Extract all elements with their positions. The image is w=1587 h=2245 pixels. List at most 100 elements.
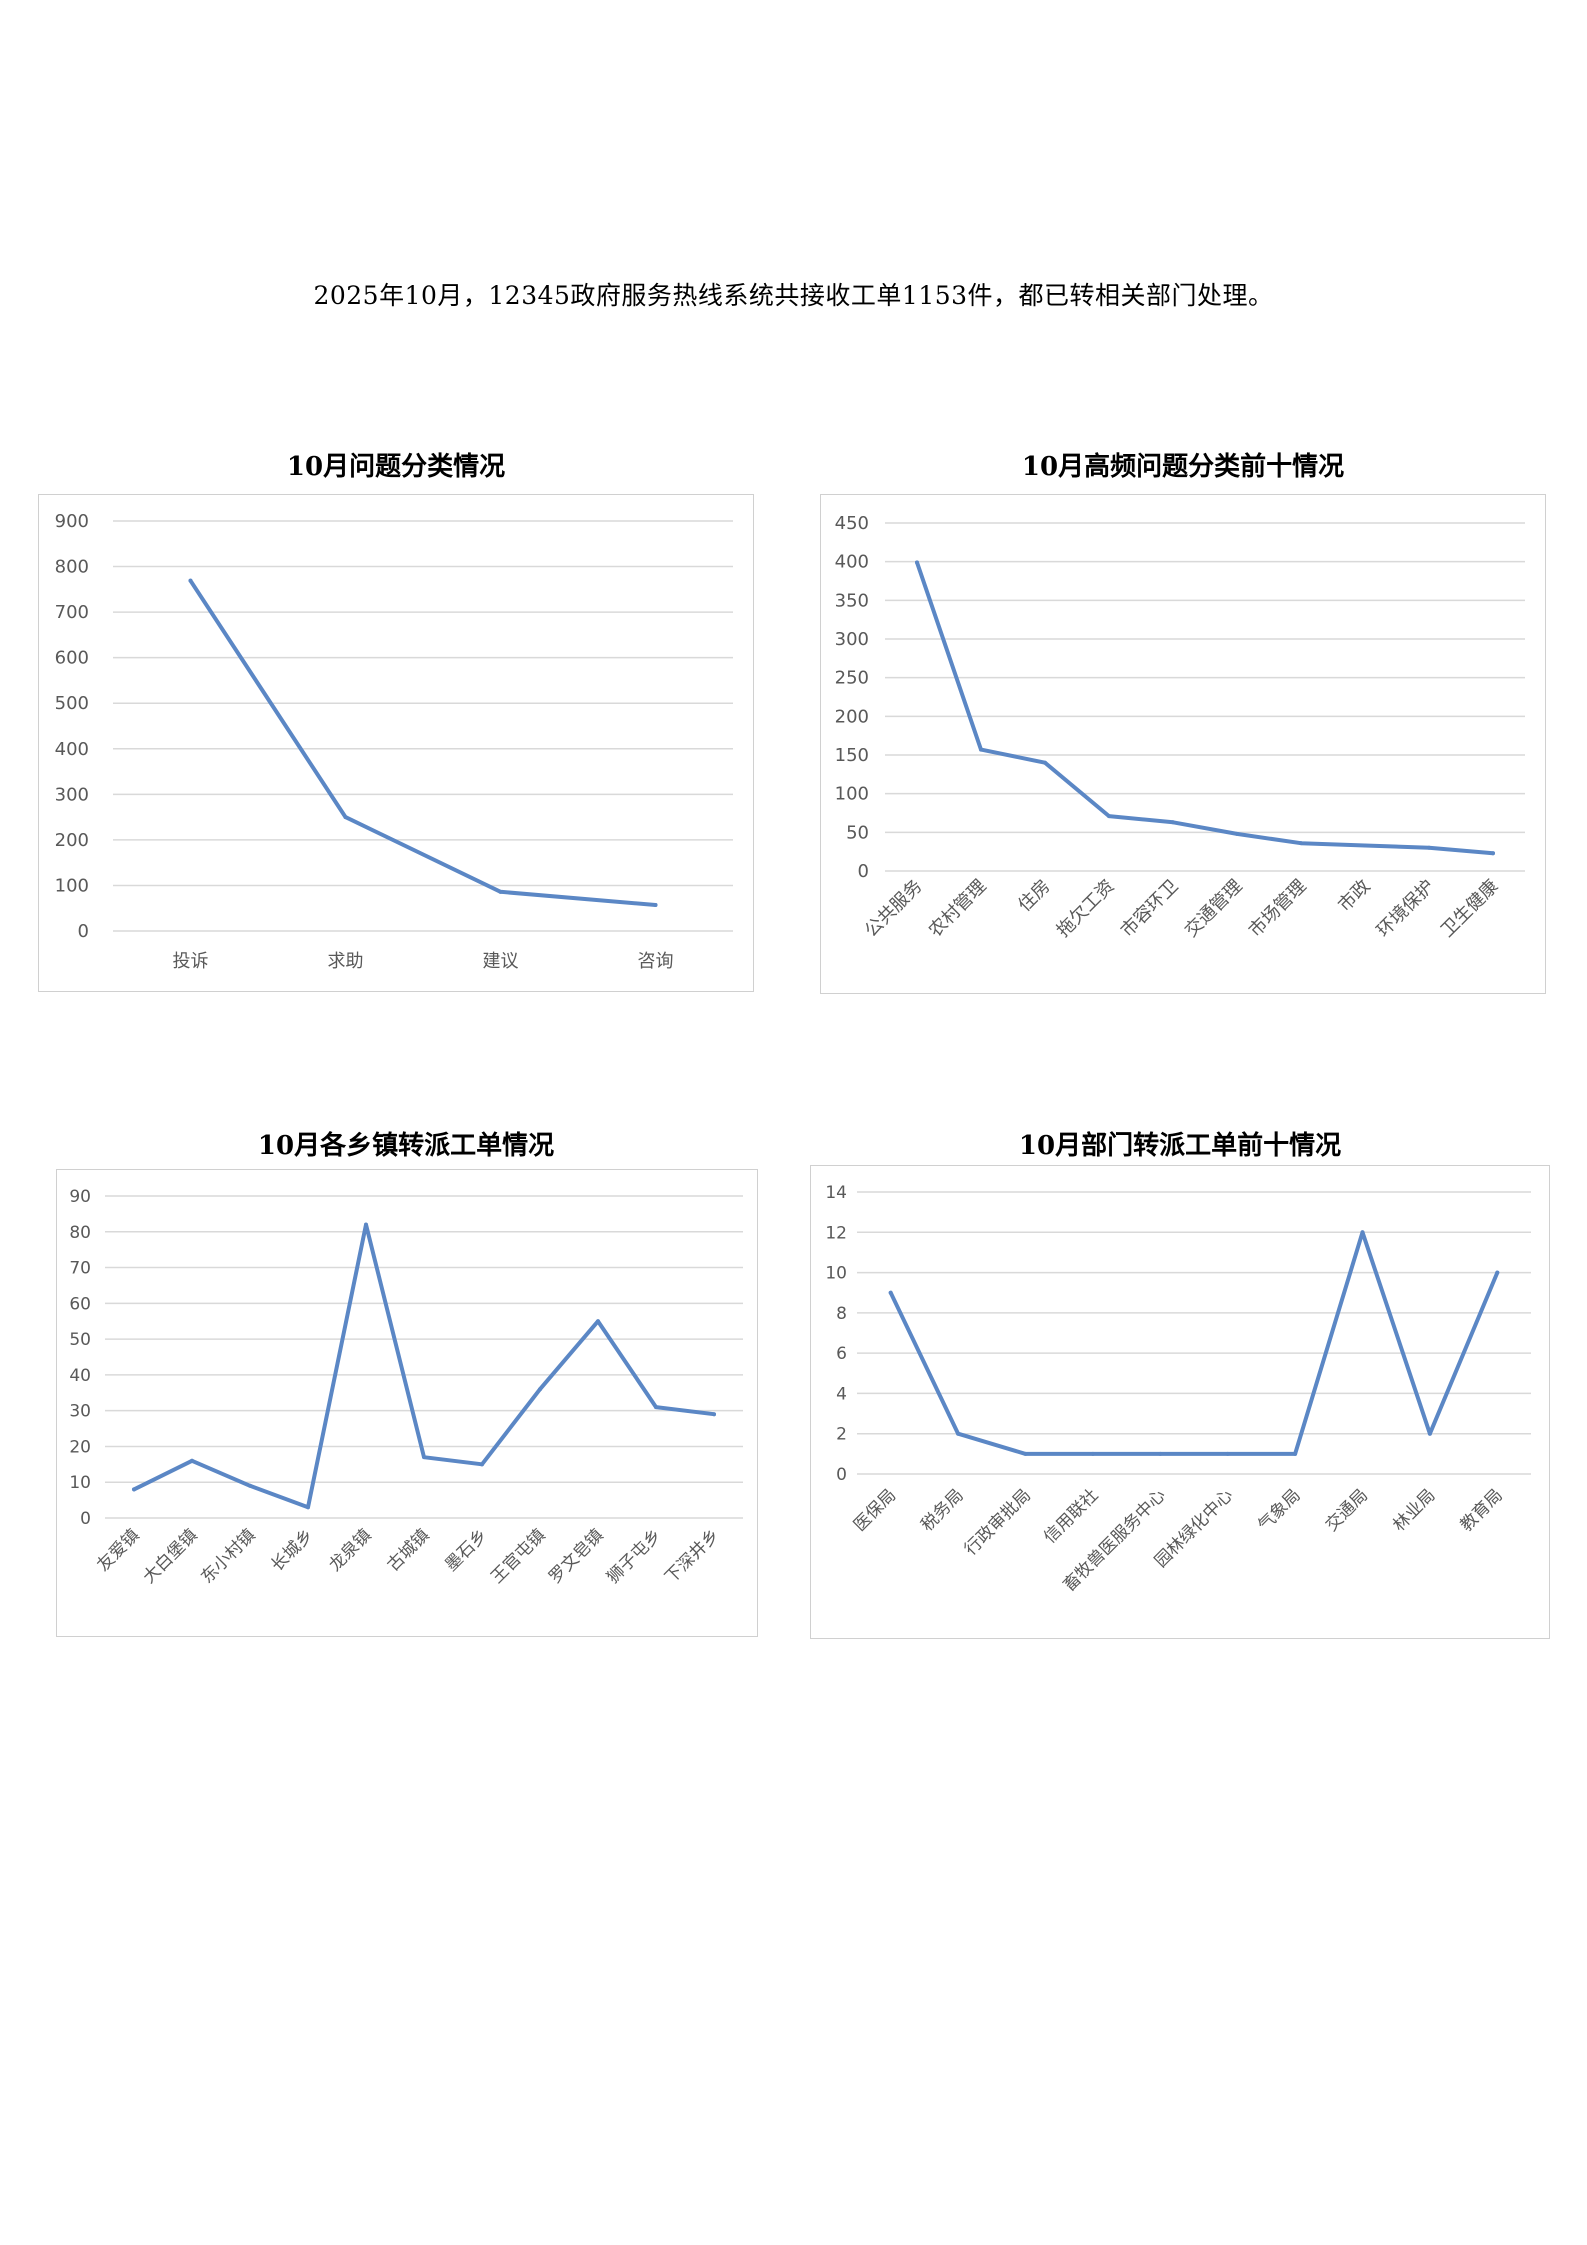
data-point bbox=[190, 1458, 194, 1463]
y-tick-label: 0 bbox=[858, 861, 869, 882]
x-tick-label: 住房 bbox=[1014, 876, 1054, 916]
data-point bbox=[343, 815, 348, 820]
y-tick-label: 250 bbox=[835, 668, 869, 689]
data-point bbox=[654, 1405, 658, 1410]
x-tick-label: 大白堡镇 bbox=[139, 1525, 201, 1587]
y-tick-label: 350 bbox=[835, 590, 869, 611]
x-tick-label: 下深井乡 bbox=[661, 1525, 723, 1587]
y-tick-label: 300 bbox=[55, 784, 89, 805]
x-tick-label: 教育局 bbox=[1457, 1485, 1507, 1535]
y-tick-label: 700 bbox=[55, 602, 89, 623]
y-tick-label: 40 bbox=[69, 1366, 91, 1386]
x-tick-label: 投诉 bbox=[173, 951, 209, 972]
chart-towns-svg: 0 10 20 30 40 50 60 70 80 90 友爱镇大白堡镇东小村镇 长城乡 龙泉镇 古城镇墨… bbox=[69, 1187, 743, 1588]
y-tick-label: 400 bbox=[835, 552, 869, 573]
x-tick-label: 公共服务 bbox=[861, 876, 927, 942]
x-tick-label: 拖欠工资 bbox=[1053, 876, 1119, 942]
x-tick-label: 友爱镇 bbox=[93, 1525, 143, 1575]
data-point bbox=[596, 1319, 600, 1324]
x-tick-label: 东小村镇 bbox=[197, 1525, 259, 1587]
x-tick-label: 农村管理 bbox=[925, 876, 991, 942]
data-point bbox=[1225, 1451, 1230, 1456]
data-point bbox=[712, 1412, 716, 1417]
x-tick-label: 市容环卫 bbox=[1117, 876, 1183, 942]
series-line bbox=[188, 578, 658, 907]
y-tick-label: 4 bbox=[836, 1384, 847, 1404]
data-point bbox=[1158, 1451, 1163, 1456]
y-tick-label: 70 bbox=[69, 1259, 91, 1279]
data-point bbox=[364, 1222, 368, 1227]
x-tick-label: 卫生健康 bbox=[1437, 876, 1503, 942]
chart-title-top-ten-issues: 10月高频问题分类前十情况 bbox=[1021, 452, 1345, 482]
y-tick-label: 100 bbox=[835, 784, 869, 805]
chart-issue-categories-svg: 0 100 200 300 400 500 600 700 800 900 投诉 求助 建议 咨询 bbox=[55, 511, 733, 972]
y-tick-label: 30 bbox=[69, 1402, 91, 1422]
y-tick-label: 12 bbox=[825, 1223, 847, 1243]
y-tick-label: 14 bbox=[825, 1183, 847, 1203]
y-tick-label: 50 bbox=[846, 822, 869, 843]
y-tick-label: 50 bbox=[69, 1330, 91, 1350]
data-point bbox=[1043, 760, 1047, 765]
x-tick-label: 长城乡 bbox=[267, 1525, 317, 1575]
x-tick-label: 墨石乡 bbox=[441, 1525, 491, 1575]
x-tick-label: 交通局 bbox=[1322, 1485, 1372, 1535]
y-tick-label: 20 bbox=[69, 1437, 91, 1457]
data-point bbox=[306, 1505, 310, 1510]
y-tick-label: 200 bbox=[835, 706, 869, 727]
data-point bbox=[422, 1455, 426, 1460]
y-tick-label: 400 bbox=[55, 739, 89, 760]
data-point bbox=[248, 1483, 252, 1488]
x-tick-label: 求助 bbox=[328, 951, 364, 972]
x-tick-label: 咨询 bbox=[638, 951, 674, 972]
data-point bbox=[1090, 1451, 1095, 1456]
data-point bbox=[1495, 1270, 1500, 1275]
y-tick-label: 0 bbox=[78, 921, 89, 942]
y-tick-label: 0 bbox=[836, 1465, 847, 1485]
y-tick-label: 100 bbox=[55, 875, 89, 896]
data-point bbox=[1427, 845, 1431, 850]
y-tick-label: 2 bbox=[836, 1425, 847, 1445]
x-tick-label: 王官屯镇 bbox=[487, 1525, 549, 1587]
y-tick-label: 150 bbox=[835, 745, 869, 766]
data-point bbox=[1491, 851, 1495, 856]
y-tick-label: 900 bbox=[55, 511, 89, 532]
data-point bbox=[480, 1462, 484, 1467]
chart-title-towns: 10月各乡镇转派工单情况 bbox=[257, 1131, 555, 1161]
y-tick-label: 8 bbox=[836, 1304, 847, 1324]
chart-towns: 0 10 20 30 40 50 60 70 80 90 友爱镇 大白堡镇 东小村镇 长城乡 龙泉镇 古城镇墨… bbox=[56, 1169, 758, 1637]
x-tick-label: 市政 bbox=[1334, 876, 1374, 916]
x-tick-label: 罗文皂镇 bbox=[545, 1525, 607, 1587]
data-point bbox=[1293, 1451, 1298, 1456]
y-tick-label: 600 bbox=[55, 648, 89, 669]
x-tick-label: 林业局 bbox=[1389, 1485, 1439, 1535]
data-point bbox=[1360, 1230, 1365, 1235]
x-tick-label: 环境保护 bbox=[1373, 876, 1439, 942]
y-tick-label: 200 bbox=[55, 830, 89, 851]
data-point bbox=[1023, 1451, 1028, 1456]
y-tick-label: 10 bbox=[69, 1473, 91, 1493]
y-tick-label: 500 bbox=[55, 693, 89, 714]
x-tick-label: 行政审批局 bbox=[961, 1485, 1035, 1559]
data-point bbox=[653, 903, 658, 908]
data-point bbox=[1363, 843, 1367, 848]
y-tick-label: 80 bbox=[69, 1223, 91, 1243]
x-tick-label: 龙泉镇 bbox=[325, 1525, 375, 1575]
x-tick-label: 气象局 bbox=[1254, 1485, 1304, 1535]
y-tick-label: 6 bbox=[836, 1344, 847, 1364]
data-point bbox=[1171, 820, 1175, 825]
chart-title-issue-categories: 10月问题分类情况 bbox=[286, 452, 506, 482]
data-point bbox=[498, 889, 503, 894]
chart-departments: 0 2 4 6 8 10 12 14 医保局 税务局 行政审批局 信用联社 畜牧兽医服务中心 园林绿化中心… bbox=[810, 1165, 1550, 1639]
y-tick-label: 800 bbox=[55, 557, 89, 578]
series-line bbox=[915, 560, 1495, 856]
data-point bbox=[1235, 831, 1239, 836]
y-tick-label: 450 bbox=[835, 513, 869, 534]
series-line bbox=[888, 1230, 1500, 1456]
data-point bbox=[979, 747, 983, 752]
y-tick-label: 10 bbox=[825, 1264, 847, 1284]
x-tick-label: 税务局 bbox=[917, 1485, 967, 1535]
y-tick-label: 300 bbox=[835, 629, 869, 650]
data-point bbox=[188, 578, 193, 583]
data-point bbox=[1107, 814, 1111, 819]
